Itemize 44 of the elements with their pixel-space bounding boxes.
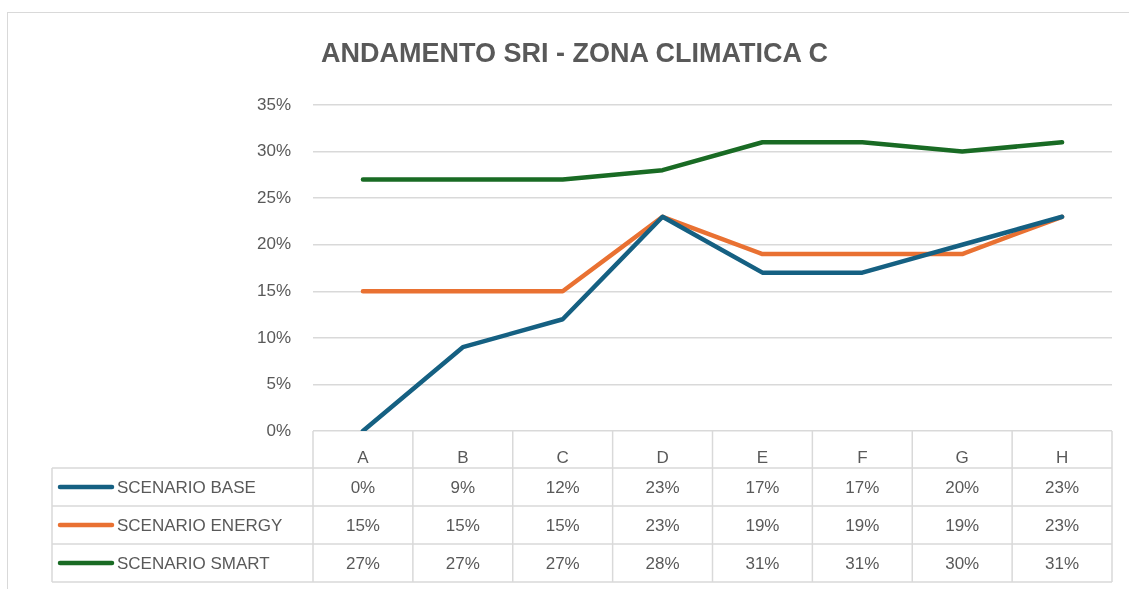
data-label: 17%	[845, 477, 880, 497]
data-label: 20%	[945, 477, 980, 497]
data-label: 31%	[845, 553, 880, 573]
y-tick-label: 5%	[266, 374, 291, 394]
data-label: 19%	[845, 515, 880, 535]
data-label: 12%	[545, 477, 580, 497]
legend-label: SCENARIO SMART	[117, 553, 270, 573]
data-label: 19%	[945, 515, 980, 535]
data-label: 19%	[745, 515, 780, 535]
data-label: 23%	[645, 515, 680, 535]
y-tick-label: 10%	[256, 327, 291, 347]
x-tick-label: E	[756, 447, 769, 467]
data-label: 15%	[345, 515, 380, 535]
data-label: 30%	[945, 553, 980, 573]
x-tick-label: B	[457, 447, 469, 467]
data-label: 17%	[745, 477, 780, 497]
data-label: 31%	[745, 553, 780, 573]
data-label: 27%	[545, 553, 580, 573]
y-tick-label: 35%	[256, 94, 291, 114]
x-tick-label: G	[955, 447, 969, 467]
legend-label: SCENARIO ENERGY	[117, 515, 283, 535]
data-label: 9%	[450, 477, 476, 497]
x-tick-label: H	[1055, 447, 1069, 467]
y-tick-label: 20%	[256, 234, 291, 254]
x-tick-label: C	[556, 447, 569, 467]
data-label: 23%	[1045, 477, 1080, 497]
data-label: 0%	[350, 477, 376, 497]
y-tick-label: 25%	[256, 187, 291, 207]
x-tick-label: D	[656, 447, 669, 467]
legend-label: SCENARIO BASE	[117, 477, 256, 497]
data-label: 15%	[545, 515, 580, 535]
y-tick-label: 0%	[266, 420, 291, 440]
y-tick-label: 30%	[256, 141, 291, 161]
data-label: 27%	[345, 553, 380, 573]
x-tick-label: A	[357, 447, 370, 467]
data-label: 27%	[445, 553, 480, 573]
data-label: 23%	[1045, 515, 1080, 535]
y-tick-label: 15%	[256, 280, 291, 300]
data-label: 23%	[645, 477, 680, 497]
x-tick-label: F	[857, 447, 868, 467]
chart-title: ANDAMENTO SRI - ZONA CLIMATICA C	[321, 38, 828, 69]
data-label: 31%	[1045, 553, 1080, 573]
data-label: 28%	[645, 553, 680, 573]
data-label: 15%	[445, 515, 480, 535]
